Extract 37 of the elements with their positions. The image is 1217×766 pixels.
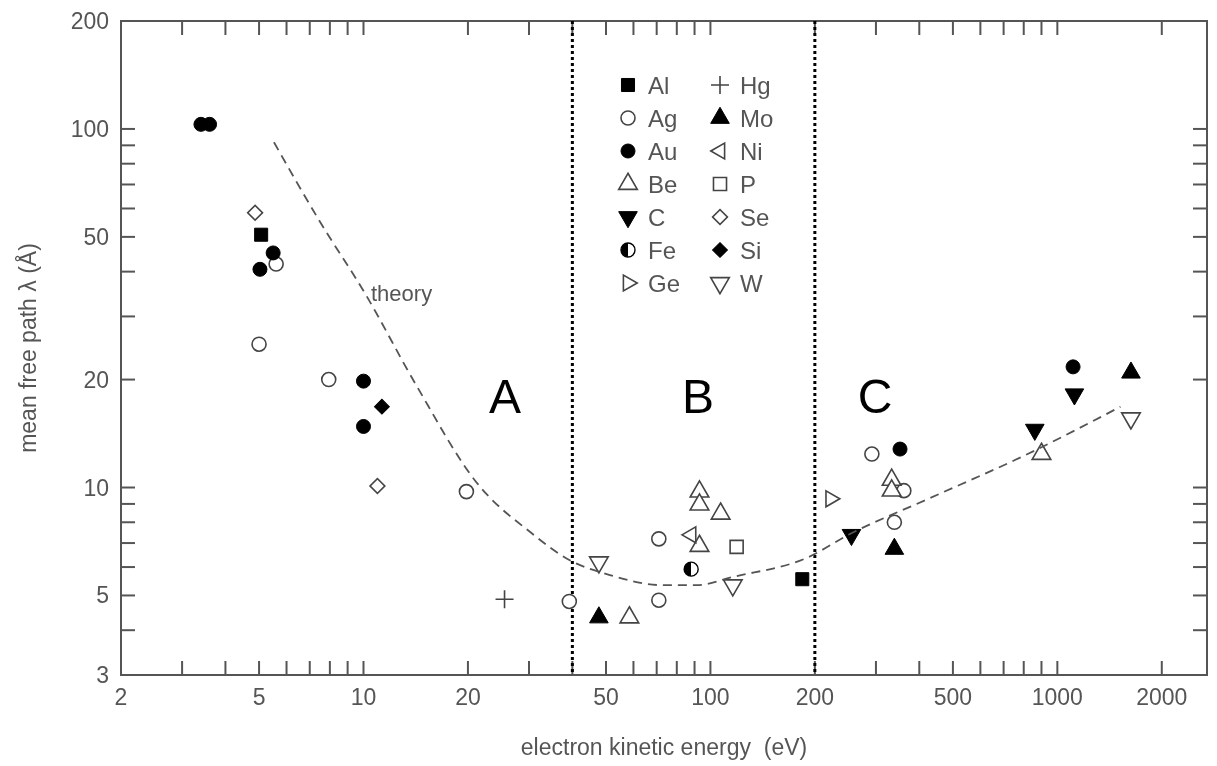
x-tick-label: 1000 xyxy=(1031,684,1083,710)
series-label: theory xyxy=(370,281,433,307)
y-tick-label: 10 xyxy=(83,474,109,501)
legend-label: Hg xyxy=(740,72,771,99)
y-tick-label: 200 xyxy=(70,8,109,34)
x-tick-label: 200 xyxy=(795,684,835,710)
x-tick-label: 20 xyxy=(455,684,481,710)
x-tick-label: 500 xyxy=(933,684,973,710)
y-axis-title: mean free path λ (Å) xyxy=(14,243,41,453)
x-tick-label: 5 xyxy=(252,684,266,710)
legend-label: W xyxy=(740,270,763,297)
legend-label: Ge xyxy=(648,270,681,297)
legend-label: Be xyxy=(648,171,678,198)
legend-label: Se xyxy=(740,204,770,231)
legend-label: Fe xyxy=(648,237,677,264)
x-axis-title: electron kinetic energy (eV) xyxy=(520,734,808,760)
legend-label: Au xyxy=(648,138,678,165)
legend-label: Si xyxy=(740,237,762,264)
x-tick-label: 50 xyxy=(593,684,619,710)
y-tick-label: 50 xyxy=(83,223,109,250)
x-tick-label: 2 xyxy=(114,684,128,710)
annotation: C xyxy=(857,369,893,423)
legend-label: C xyxy=(648,204,666,231)
y-tick-label: 3 xyxy=(96,662,109,688)
legend-label: Ni xyxy=(740,138,763,165)
annotation: A xyxy=(488,369,522,423)
x-tick-label: 2000 xyxy=(1136,684,1188,710)
x-tick-label: 10 xyxy=(350,684,377,710)
annotation: B xyxy=(681,369,715,423)
y-tick-label: 20 xyxy=(83,366,109,393)
legend-label: Ag xyxy=(648,105,678,132)
x-tick-label: 100 xyxy=(691,684,730,710)
y-tick-label: 100 xyxy=(70,115,109,142)
legend-label: P xyxy=(740,171,757,198)
y-tick-label: 5 xyxy=(96,582,109,609)
legend-label: Al xyxy=(648,72,670,99)
legend-label: Mo xyxy=(740,105,774,132)
